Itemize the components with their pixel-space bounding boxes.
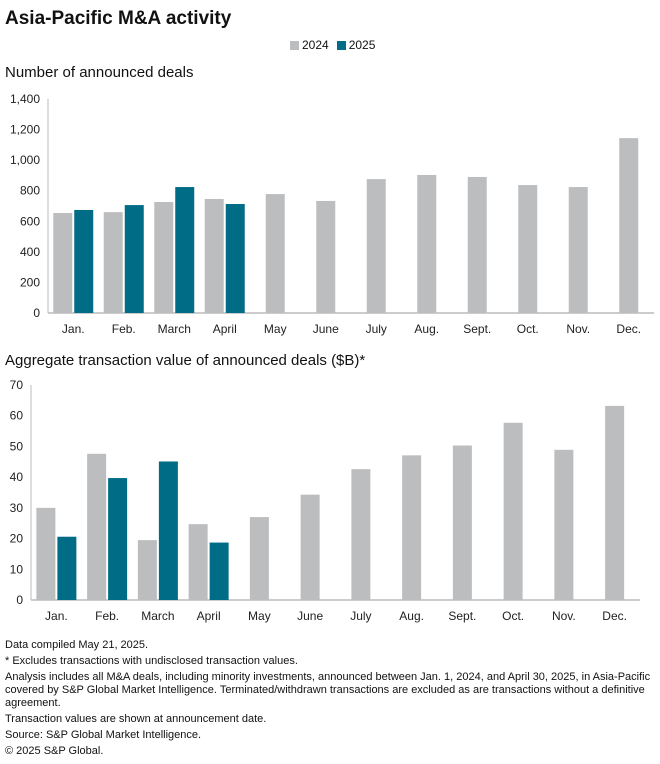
bar-2025-jan bbox=[74, 209, 94, 313]
bar-2024-aug bbox=[402, 455, 422, 600]
y-tick-label: 200 bbox=[20, 275, 40, 289]
x-tick-label: March bbox=[141, 609, 174, 623]
bar-2024-march bbox=[137, 540, 157, 600]
bar-2025-feb bbox=[124, 205, 144, 313]
x-tick-label: Aug. bbox=[399, 609, 424, 623]
y-tick-label: 60 bbox=[10, 409, 24, 423]
x-tick-label: Aug. bbox=[414, 322, 439, 336]
legend-swatch-2025 bbox=[336, 41, 346, 51]
x-tick-label: May bbox=[264, 322, 287, 336]
x-tick-label: April bbox=[213, 322, 237, 336]
y-tick-label: 1,200 bbox=[10, 123, 40, 137]
bar-2024-oct bbox=[518, 185, 538, 313]
chart-title: Asia-Pacific M&A activity bbox=[5, 8, 232, 29]
y-tick-label: 1,000 bbox=[10, 153, 40, 167]
bar-2024-july bbox=[351, 469, 371, 600]
bar-2024-sept bbox=[467, 176, 487, 313]
bar-2024-aug bbox=[417, 174, 437, 313]
footnotes: Data compiled May 21, 2025. * Excludes t… bbox=[5, 639, 655, 761]
chart1-title: Number of announced deals bbox=[5, 64, 194, 81]
bar-2024-feb bbox=[103, 212, 123, 313]
x-tick-label: Jan. bbox=[62, 322, 85, 336]
bar-2024-april bbox=[204, 198, 224, 313]
x-tick-label: April bbox=[197, 609, 221, 623]
x-tick-label: Nov. bbox=[552, 609, 576, 623]
bar-2024-oct bbox=[503, 422, 523, 600]
x-tick-label: Feb. bbox=[95, 609, 119, 623]
legend-item-2024: 2024 bbox=[290, 38, 329, 52]
x-tick-label: Nov. bbox=[566, 322, 590, 336]
y-tick-label: 40 bbox=[10, 470, 24, 484]
y-tick-label: 70 bbox=[10, 378, 24, 392]
transaction-value-chart: 0 10 20 30 40 50 60 70 Jan. Feb. March April May June… bbox=[10, 378, 640, 623]
x-tick-label: May bbox=[248, 609, 271, 623]
bar-2025-march bbox=[158, 461, 178, 600]
bar-2024-march bbox=[154, 202, 174, 313]
note-analysis: Analysis includes all M&A deals, includi… bbox=[5, 671, 651, 709]
bar-2025-march bbox=[175, 187, 195, 313]
legend-label-2024: 2024 bbox=[302, 38, 329, 52]
y-tick-label: 400 bbox=[20, 245, 40, 259]
bar-2024-dec bbox=[619, 138, 639, 313]
note-copyright: © 2025 S&P Global. bbox=[5, 745, 104, 757]
y-tick-label: 10 bbox=[10, 562, 24, 576]
bar-2024-july bbox=[366, 179, 386, 313]
y-tick-label: 1,400 bbox=[10, 92, 40, 106]
bar-2025-feb bbox=[108, 478, 128, 600]
legend-swatch-2024 bbox=[290, 41, 299, 51]
legend: 2024 2025 bbox=[290, 38, 375, 52]
bar-2024-june bbox=[300, 494, 320, 600]
x-tick-label: Feb. bbox=[112, 322, 136, 336]
y-tick-label: 50 bbox=[10, 439, 24, 453]
bar-2024-nov bbox=[568, 187, 588, 313]
bar-2024-nov bbox=[554, 449, 574, 600]
x-tick-label: Dec. bbox=[616, 322, 641, 336]
x-tick-label: June bbox=[297, 609, 323, 623]
legend-label-2025: 2025 bbox=[348, 38, 376, 52]
bar-2024-may bbox=[249, 517, 269, 600]
x-tick-label: July bbox=[366, 322, 387, 336]
x-tick-label: Sept. bbox=[448, 609, 476, 623]
x-tick-label: Jan. bbox=[45, 609, 68, 623]
bar-2024-feb bbox=[87, 453, 107, 600]
bar-2024-dec bbox=[605, 405, 625, 600]
x-tick-label: Dec. bbox=[602, 609, 627, 623]
bar-2024-june bbox=[316, 200, 336, 313]
bar-2025-april bbox=[225, 204, 245, 313]
x-tick-label: Oct. bbox=[502, 609, 524, 623]
y-tick-label: 30 bbox=[10, 501, 24, 515]
bar-2025-april bbox=[209, 542, 229, 600]
x-tick-label: March bbox=[158, 322, 191, 336]
x-tick-label: July bbox=[350, 609, 371, 623]
bar-2024-jan bbox=[36, 507, 56, 600]
note-source: Source: S&P Global Market Intelligence. bbox=[5, 729, 202, 741]
y-tick-label: 800 bbox=[20, 184, 40, 198]
bar-2024-april bbox=[188, 524, 208, 600]
deals-count-chart: 0 200 400 600 800 1,000 1,200 1,400 Jan. Feb. Marc… bbox=[10, 92, 654, 336]
note-excludes: * Excludes transactions with undisclosed… bbox=[5, 655, 298, 667]
chart2-title: Aggregate transaction value of announced… bbox=[5, 352, 366, 369]
bar-2024-may bbox=[265, 194, 285, 313]
x-tick-label: June bbox=[313, 322, 339, 336]
legend-item-2025: 2025 bbox=[336, 38, 376, 52]
x-tick-label: Oct. bbox=[517, 322, 539, 336]
y-tick-label: 0 bbox=[16, 593, 23, 607]
y-tick-label: 20 bbox=[10, 532, 24, 546]
note-compiled: Data compiled May 21, 2025. bbox=[5, 639, 149, 651]
note-values: Transaction values are shown at announce… bbox=[5, 713, 267, 725]
bar-2024-sept bbox=[452, 445, 472, 600]
bar-2024-jan bbox=[53, 213, 73, 313]
bar-2025-jan bbox=[57, 536, 77, 600]
x-tick-label: Sept. bbox=[463, 322, 491, 336]
y-tick-label: 600 bbox=[20, 214, 40, 228]
y-tick-label: 0 bbox=[33, 306, 40, 320]
